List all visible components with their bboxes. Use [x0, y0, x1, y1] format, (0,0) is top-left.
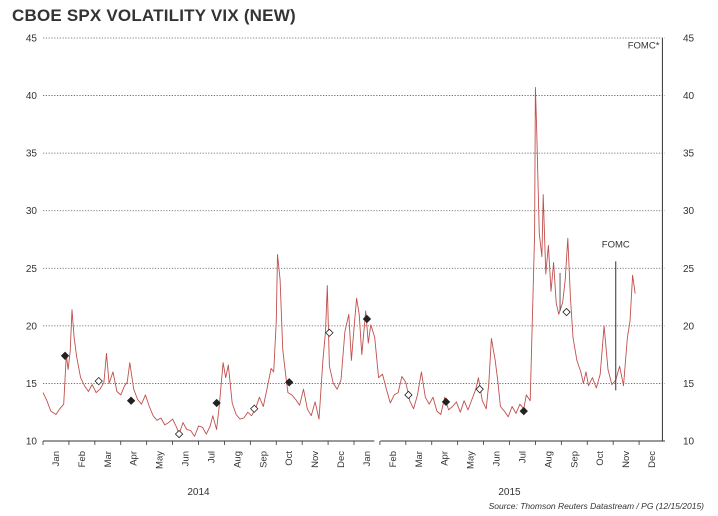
x-year-label: 2015	[498, 487, 521, 498]
x-month-label: Mar	[414, 451, 425, 467]
y-tick-label-left: 20	[26, 321, 38, 332]
x-month-label: Nov	[310, 451, 321, 468]
x-month-label: Jul	[206, 451, 217, 463]
filled-diamond-marker	[362, 314, 372, 324]
y-tick-label-right: 25	[683, 264, 695, 275]
x-month-label: Dec	[336, 451, 347, 468]
open-diamond-marker	[475, 385, 484, 394]
y-tick-label-right: 30	[683, 206, 695, 217]
y-tick-label-right: 35	[683, 149, 695, 160]
x-month-label: May	[155, 451, 166, 469]
open-diamond-marker	[404, 390, 413, 400]
filled-diamond-marker	[519, 406, 528, 416]
vix-line	[42, 87, 636, 437]
x-month-label: Sep	[569, 451, 580, 468]
filled-diamond-marker	[212, 398, 221, 408]
markers	[60, 307, 571, 439]
filled-diamond-marker	[285, 378, 294, 387]
x-month-label: Jan	[51, 451, 62, 466]
x-month-label: Jan	[362, 451, 373, 466]
filled-diamond-marker	[126, 396, 136, 405]
y-tick-label-left: 40	[26, 91, 38, 102]
x-month-label: Mar	[103, 451, 114, 467]
x-year-label: 2014	[187, 487, 210, 498]
y-tick-label-right: 45	[683, 34, 695, 45]
annotations: FOMC* FOMC	[559, 38, 663, 441]
x-month-label: Oct	[595, 451, 606, 466]
axes: 10 10 15 15 20 20 25 25 30 30 35 35 40 40 45 45 Jan Feb Ma…	[26, 34, 695, 499]
x-month-label: Apr	[440, 451, 451, 466]
filled-diamond-marker	[441, 397, 451, 407]
y-tick-label-right: 15	[683, 379, 695, 390]
filled-diamond-marker	[60, 351, 70, 360]
open-diamond-marker	[562, 307, 571, 317]
open-diamond-marker	[325, 328, 334, 337]
y-tick-label-right: 10	[683, 437, 695, 448]
chart-title: CBOE SPX VOLATILITY VIX (NEW)	[12, 6, 296, 25]
y-tick-label-right: 20	[683, 321, 695, 332]
x-month-label: Sep	[258, 451, 269, 468]
fomc-label: FOMC	[602, 239, 630, 250]
y-tick-label-left: 15	[26, 379, 38, 390]
y-tick-label-left: 45	[26, 34, 38, 45]
x-month-label: Jul	[517, 451, 528, 463]
x-month-label: Oct	[284, 451, 295, 466]
open-diamond-marker	[94, 376, 103, 386]
open-diamond-marker	[174, 429, 184, 439]
x-month-label: Feb	[388, 451, 399, 467]
x-month-label: Aug	[543, 451, 554, 468]
x-month-label: Nov	[621, 451, 632, 468]
x-month-label: Jun	[492, 451, 503, 466]
x-month-label: Aug	[232, 451, 243, 468]
y-tick-label-left: 10	[26, 437, 38, 448]
y-tick-label-left: 35	[26, 149, 38, 160]
x-month-label: Apr	[129, 451, 140, 466]
open-diamond-marker	[250, 404, 259, 413]
fomc-star-label: FOMC*	[628, 40, 660, 51]
y-tick-label-left: 25	[26, 264, 38, 275]
x-month-label: Jun	[181, 451, 192, 466]
y-tick-label-right: 40	[683, 91, 695, 102]
x-month-label: May	[466, 451, 477, 469]
y-tick-label-left: 30	[26, 206, 38, 217]
series-layer	[42, 87, 636, 437]
x-month-label: Feb	[77, 451, 88, 467]
source-note: Source: Thomson Reuters Datastream / PG …	[488, 501, 704, 511]
x-month-label: Dec	[647, 451, 658, 468]
